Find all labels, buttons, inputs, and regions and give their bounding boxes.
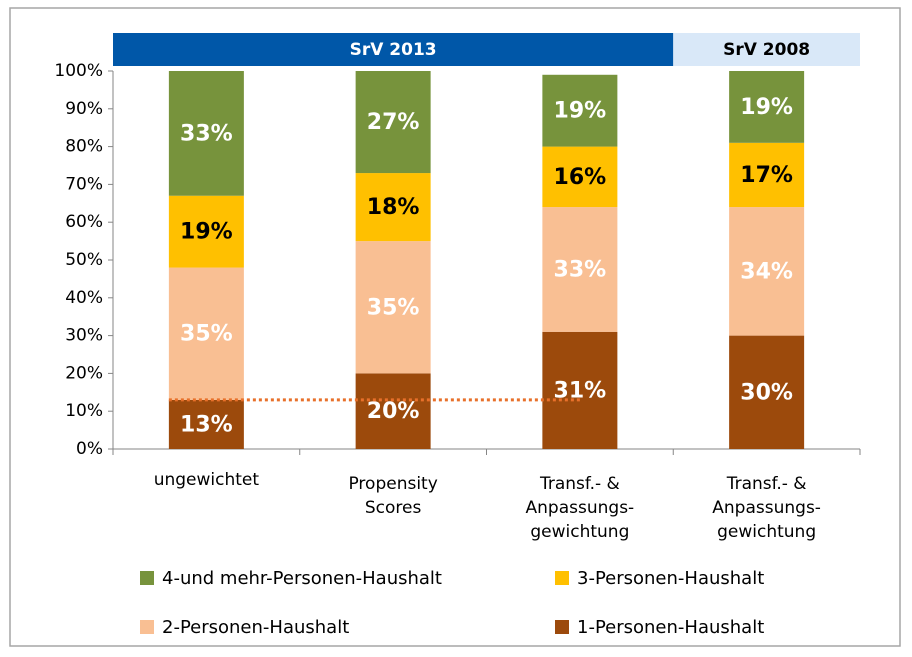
x-tick-label: ungewichtet bbox=[154, 470, 260, 490]
data-label: 13% bbox=[180, 412, 233, 437]
y-tick-label: 20% bbox=[65, 363, 103, 383]
bar-segment bbox=[729, 142, 805, 208]
data-label: 34% bbox=[740, 259, 793, 284]
bar-segment bbox=[542, 207, 618, 332]
x-tick-label: Scores bbox=[365, 498, 422, 518]
legend-swatch bbox=[555, 571, 569, 585]
bar-segment bbox=[542, 146, 618, 208]
data-label: 16% bbox=[554, 165, 607, 190]
group-band bbox=[673, 33, 860, 66]
y-tick-label: 40% bbox=[65, 288, 103, 308]
y-tick-label: 100% bbox=[54, 61, 103, 81]
bar-segment bbox=[355, 241, 431, 374]
y-tick-label: 0% bbox=[76, 439, 103, 459]
y-tick-label: 70% bbox=[65, 174, 103, 194]
bar-segment bbox=[168, 195, 244, 268]
data-label: 33% bbox=[554, 257, 607, 282]
y-tick-label: 50% bbox=[65, 250, 103, 270]
bar-segment bbox=[168, 71, 244, 196]
bar-segment bbox=[729, 335, 805, 449]
group-label: SrV 2013 bbox=[350, 40, 437, 60]
data-label: 35% bbox=[180, 322, 233, 347]
bar-segment bbox=[355, 173, 431, 242]
legend-label: 3-Personen-Haushalt bbox=[577, 568, 764, 589]
legend-swatch bbox=[140, 571, 154, 585]
data-label: 33% bbox=[180, 121, 233, 146]
data-label: 18% bbox=[367, 195, 420, 220]
data-label: 19% bbox=[180, 220, 233, 245]
data-label: 30% bbox=[740, 380, 793, 405]
bar-segment bbox=[168, 267, 244, 400]
y-tick-label: 30% bbox=[65, 326, 103, 346]
data-label: 35% bbox=[367, 295, 420, 320]
data-label: 20% bbox=[367, 399, 420, 424]
legend-label: 2-Personen-Haushalt bbox=[162, 617, 349, 638]
y-tick-label: 90% bbox=[65, 99, 103, 119]
x-tick-label: Transf.- & bbox=[539, 474, 620, 494]
x-tick-label: gewichtung bbox=[530, 522, 629, 542]
group-label: SrV 2008 bbox=[723, 40, 810, 60]
y-tick-label: 80% bbox=[65, 137, 103, 157]
bar-segment bbox=[729, 71, 805, 143]
data-label: 27% bbox=[367, 110, 420, 135]
x-tick-label: gewichtung bbox=[717, 522, 816, 542]
bar-segment bbox=[542, 74, 618, 147]
data-label: 19% bbox=[740, 95, 793, 120]
legend-label: 4-und mehr-Personen-Haushalt bbox=[162, 568, 442, 589]
group-band bbox=[113, 33, 674, 66]
data-label: 17% bbox=[740, 163, 793, 188]
legend-swatch bbox=[555, 620, 569, 634]
x-tick-label: Transf.- & bbox=[726, 474, 807, 494]
x-tick-label: Propensity bbox=[348, 474, 437, 494]
y-tick-label: 10% bbox=[65, 401, 103, 421]
legend-label: 1-Personen-Haushalt bbox=[577, 617, 764, 638]
y-tick-label: 60% bbox=[65, 212, 103, 232]
bar-segment bbox=[729, 207, 805, 336]
data-label: 19% bbox=[554, 99, 607, 124]
bar-segment bbox=[355, 373, 431, 449]
x-tick-label: Anpassungs- bbox=[712, 498, 821, 518]
bar-segment bbox=[168, 399, 244, 449]
bar-segment bbox=[542, 331, 618, 449]
legend-swatch bbox=[140, 620, 154, 634]
bar-segment bbox=[355, 71, 431, 174]
x-tick-label: Anpassungs- bbox=[526, 498, 635, 518]
